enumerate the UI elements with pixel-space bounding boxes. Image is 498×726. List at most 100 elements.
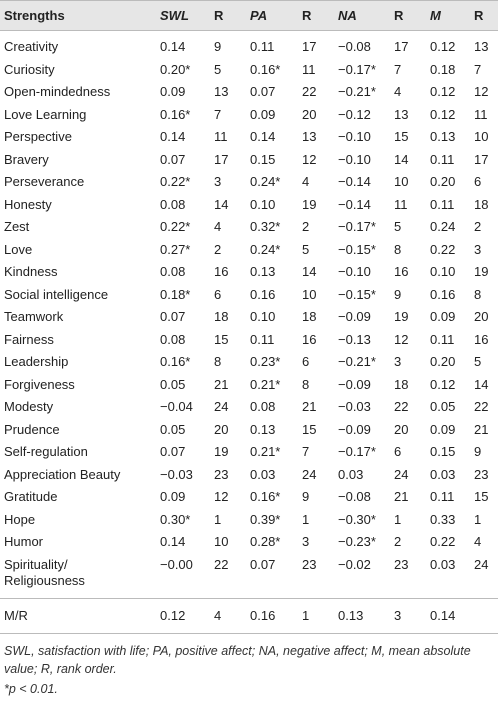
cell: 0.09 <box>430 309 456 324</box>
cell: 20 <box>302 106 317 122</box>
cell: 13 <box>474 39 489 54</box>
cell: −0.14 <box>338 174 371 189</box>
cell: 18 <box>214 309 229 324</box>
cell: 8 <box>302 376 310 392</box>
cell: 5 <box>474 354 482 369</box>
cell: 0.11 <box>430 331 455 347</box>
cell: 0.12 <box>430 376 456 392</box>
cell: 19 <box>394 309 409 324</box>
cell: 24 <box>302 466 317 482</box>
cell: 24 <box>394 466 409 482</box>
cell: 4 <box>302 174 310 189</box>
cell: Fairness <box>4 331 54 347</box>
cell: 9 <box>214 39 222 54</box>
cell: 0.24* <box>250 241 281 257</box>
footnote: SWL, satisfaction with life; PA, positiv… <box>4 644 471 676</box>
cell: Teamwork <box>4 309 64 324</box>
cell: 0.10 <box>250 196 276 212</box>
cell: 16 <box>214 264 229 279</box>
cell: −0.15* <box>338 241 376 257</box>
cell: −0.09 <box>338 421 371 437</box>
cell: 7 <box>474 61 482 77</box>
cell: 9 <box>394 286 402 302</box>
cell: 10 <box>214 534 229 549</box>
cell: 6 <box>302 354 310 369</box>
cell: 22 <box>214 556 229 572</box>
cell: 9 <box>474 444 482 459</box>
cell: 1 <box>474 511 482 527</box>
cell: 0.12 <box>156 597 210 634</box>
cell: 0.07 <box>250 556 276 572</box>
row: Modesty −0.04 24 0.08 21 −0.03 22 0.05 22 <box>0 396 498 419</box>
cell: 0.16* <box>250 61 281 77</box>
cell: −0.03 <box>160 466 193 482</box>
cell: 20 <box>214 421 229 437</box>
row: Prudence 0.05 20 0.13 15 −0.09 20 0.09 21 <box>0 419 498 442</box>
cell: 0.20 <box>430 354 456 369</box>
cell: 0.11 <box>430 196 455 212</box>
cell: 3 <box>390 597 426 634</box>
cell: −0.21* <box>338 354 376 369</box>
cell: 0.12 <box>430 106 456 122</box>
cell: 11 <box>214 129 228 144</box>
cell: 0.18 <box>430 61 456 77</box>
cell: Social intelligence <box>4 286 109 302</box>
cell: 20 <box>394 421 409 437</box>
row: Zest 0.22* 4 0.32* 2 −0.17* 5 0.24 2 <box>0 216 498 239</box>
cell: 6 <box>214 286 222 302</box>
cell: 12 <box>474 84 489 99</box>
cell: 18 <box>474 196 489 212</box>
cell: −0.17* <box>338 61 376 77</box>
cell: 2 <box>394 534 402 549</box>
cell: 4 <box>394 84 402 99</box>
cell: 0.11 <box>250 331 275 347</box>
cell: 5 <box>214 61 222 77</box>
cell: Curiosity <box>4 61 55 77</box>
cell: 19 <box>474 264 489 279</box>
cell: 0.39* <box>250 511 281 527</box>
cell: 24 <box>474 556 489 572</box>
cell: Hope <box>4 511 36 527</box>
cell: 0.08 <box>160 264 186 279</box>
cell: 0.11 <box>430 489 455 504</box>
cell: 23 <box>302 556 317 572</box>
cell: 0.08 <box>160 196 186 212</box>
cell: Modesty <box>4 399 54 414</box>
cell: 15 <box>474 489 489 504</box>
cell: −0.21* <box>338 84 376 99</box>
cell: −0.17* <box>338 219 376 234</box>
cell: 2 <box>302 219 310 234</box>
cell: 0.13 <box>430 129 456 144</box>
cell: 0.14 <box>160 534 186 549</box>
cell: 3 <box>394 354 402 369</box>
cell: 4 <box>214 219 222 234</box>
cell: 8 <box>394 241 402 257</box>
cell: Love Learning <box>4 106 87 122</box>
row: Teamwork 0.07 18 0.10 18 −0.09 19 0.09 20 <box>0 306 498 329</box>
cell: 0.12 <box>430 39 456 54</box>
cell: 0.16* <box>250 489 281 504</box>
cell: −0.00 <box>160 556 193 572</box>
cell: 7 <box>302 444 310 459</box>
cell: −0.12 <box>338 106 371 122</box>
cell: 21 <box>394 489 409 504</box>
cell: 18 <box>302 309 317 324</box>
cell: 17 <box>302 39 317 54</box>
cell: 13 <box>214 84 229 99</box>
cell: 0.20* <box>160 61 191 77</box>
cell: Spirituality/ Religiousness <box>4 556 85 588</box>
cell: −0.15* <box>338 286 376 302</box>
cell: 0.07 <box>160 444 186 459</box>
cell: 10 <box>394 174 409 189</box>
cell: 24 <box>214 399 229 414</box>
header-cell: R <box>210 0 246 31</box>
cell: 0.23* <box>250 354 281 369</box>
cell: −0.30* <box>338 511 376 527</box>
cell: 0.10 <box>430 264 456 279</box>
cell: 23 <box>214 466 229 482</box>
cell: 0.09 <box>160 84 186 99</box>
cell: Humor <box>4 534 44 549</box>
row: Creativity 0.14 9 0.11 17 −0.08 17 0.12 13 <box>0 31 498 59</box>
cell: −0.10 <box>338 151 371 167</box>
